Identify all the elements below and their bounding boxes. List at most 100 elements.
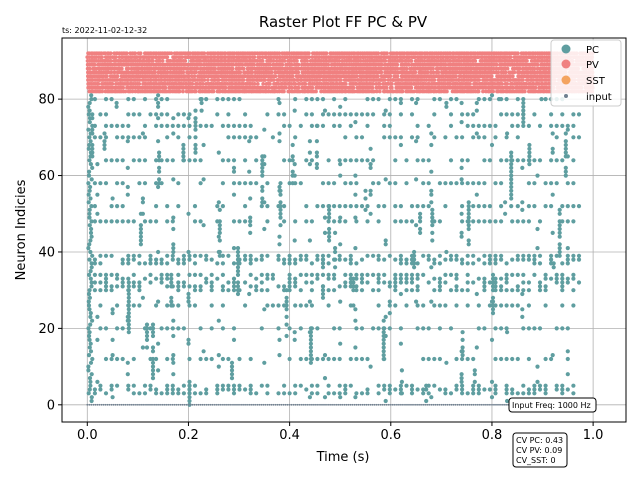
pc-spike [204, 280, 209, 285]
pv-spike [169, 51, 174, 56]
pv-spike [533, 85, 538, 90]
pc-spike [88, 314, 93, 319]
pc-spike [554, 272, 559, 277]
pc-spike [471, 123, 476, 128]
pc-spike [337, 326, 342, 331]
input-spike [294, 403, 297, 406]
pc-spike [327, 215, 332, 220]
pc-spike [521, 108, 526, 113]
pc-spike [140, 295, 145, 300]
input-spike [90, 403, 93, 406]
input-spike [282, 403, 285, 406]
pc-spike [88, 276, 93, 281]
pc-spike [282, 158, 287, 163]
pc-spike [181, 253, 186, 258]
pc-spike [571, 112, 576, 117]
pc-spike [220, 356, 225, 362]
x-axis-label: Time (s) [316, 450, 370, 465]
pc-spike [131, 272, 136, 277]
pc-spike [262, 307, 267, 312]
pc-spike [298, 123, 303, 128]
pc-spike [430, 238, 435, 243]
pc-spike [277, 242, 282, 247]
pc-spike [412, 249, 417, 255]
input-spike [306, 403, 309, 406]
pc-spike [554, 253, 559, 258]
input-spike [375, 403, 378, 406]
pv-spike [112, 70, 117, 75]
pc-spike [382, 356, 387, 362]
pc-spike [181, 123, 186, 128]
pc-spike [343, 97, 348, 102]
pc-spike [510, 272, 515, 277]
pc-spike [198, 253, 203, 258]
pc-spike [304, 280, 309, 285]
pc-spike [243, 135, 248, 140]
pc-spike [131, 97, 136, 102]
pc-spike [443, 387, 448, 392]
pv-spike [165, 55, 170, 59]
pv-spike [183, 59, 188, 63]
pc-spike [215, 112, 220, 117]
input-spike [483, 403, 485, 406]
pc-spike [414, 177, 419, 182]
pc-spike [92, 387, 97, 392]
pc-spike [260, 188, 265, 193]
pc-spike [293, 276, 298, 281]
pc-spike [412, 265, 417, 270]
pc-spike [215, 276, 220, 281]
pc-spike [354, 288, 359, 293]
pc-spike [549, 356, 554, 362]
pc-spike [409, 280, 415, 285]
pc-spike [320, 265, 326, 270]
pc-spike [444, 104, 449, 109]
pc-spike [557, 234, 562, 239]
input-spike [163, 403, 166, 406]
pc-spike [549, 158, 554, 163]
pc-spike [503, 211, 508, 216]
pc-spike [187, 402, 192, 407]
pc-spike [237, 135, 242, 140]
pc-spike [471, 383, 476, 388]
input-spike [296, 403, 299, 406]
pc-spike [365, 112, 370, 117]
pc-spike [243, 204, 248, 209]
pc-spike [489, 93, 495, 98]
pc-spike [532, 158, 537, 163]
pc-spike [509, 196, 514, 201]
pc-spike [333, 265, 338, 270]
pv-spike [123, 89, 128, 94]
pc-spike [393, 303, 398, 308]
pc-spike [354, 158, 359, 163]
pc-spike [327, 207, 332, 212]
pc-spike [260, 196, 265, 201]
pc-spike [472, 372, 477, 377]
pc-spike [320, 253, 326, 258]
pc-spike [549, 123, 554, 128]
y-tick-label: 20 [38, 322, 55, 337]
pc-spike [98, 383, 103, 388]
pc-spike [543, 391, 548, 396]
pv-spike [377, 89, 382, 94]
pc-spike [204, 123, 209, 128]
pc-spike [217, 207, 222, 212]
pv-spike [354, 82, 359, 86]
pc-spike [571, 123, 576, 128]
pc-spike [243, 123, 248, 128]
pv-spike [129, 66, 134, 71]
pc-spike [509, 181, 514, 186]
input-spike [377, 403, 380, 406]
input-spike [137, 403, 139, 406]
pc-spike [368, 211, 373, 216]
pc-spike [429, 192, 434, 197]
pc-spike [414, 100, 419, 106]
pv-spike [384, 85, 389, 90]
pc-spike [560, 284, 565, 289]
pc-spike [543, 288, 548, 293]
pc-spike [260, 169, 265, 174]
pc-spike [131, 280, 136, 285]
pc-spike [490, 295, 496, 300]
pc-spike [226, 135, 231, 140]
pc-spike [365, 158, 370, 163]
pc-spike [320, 204, 326, 209]
